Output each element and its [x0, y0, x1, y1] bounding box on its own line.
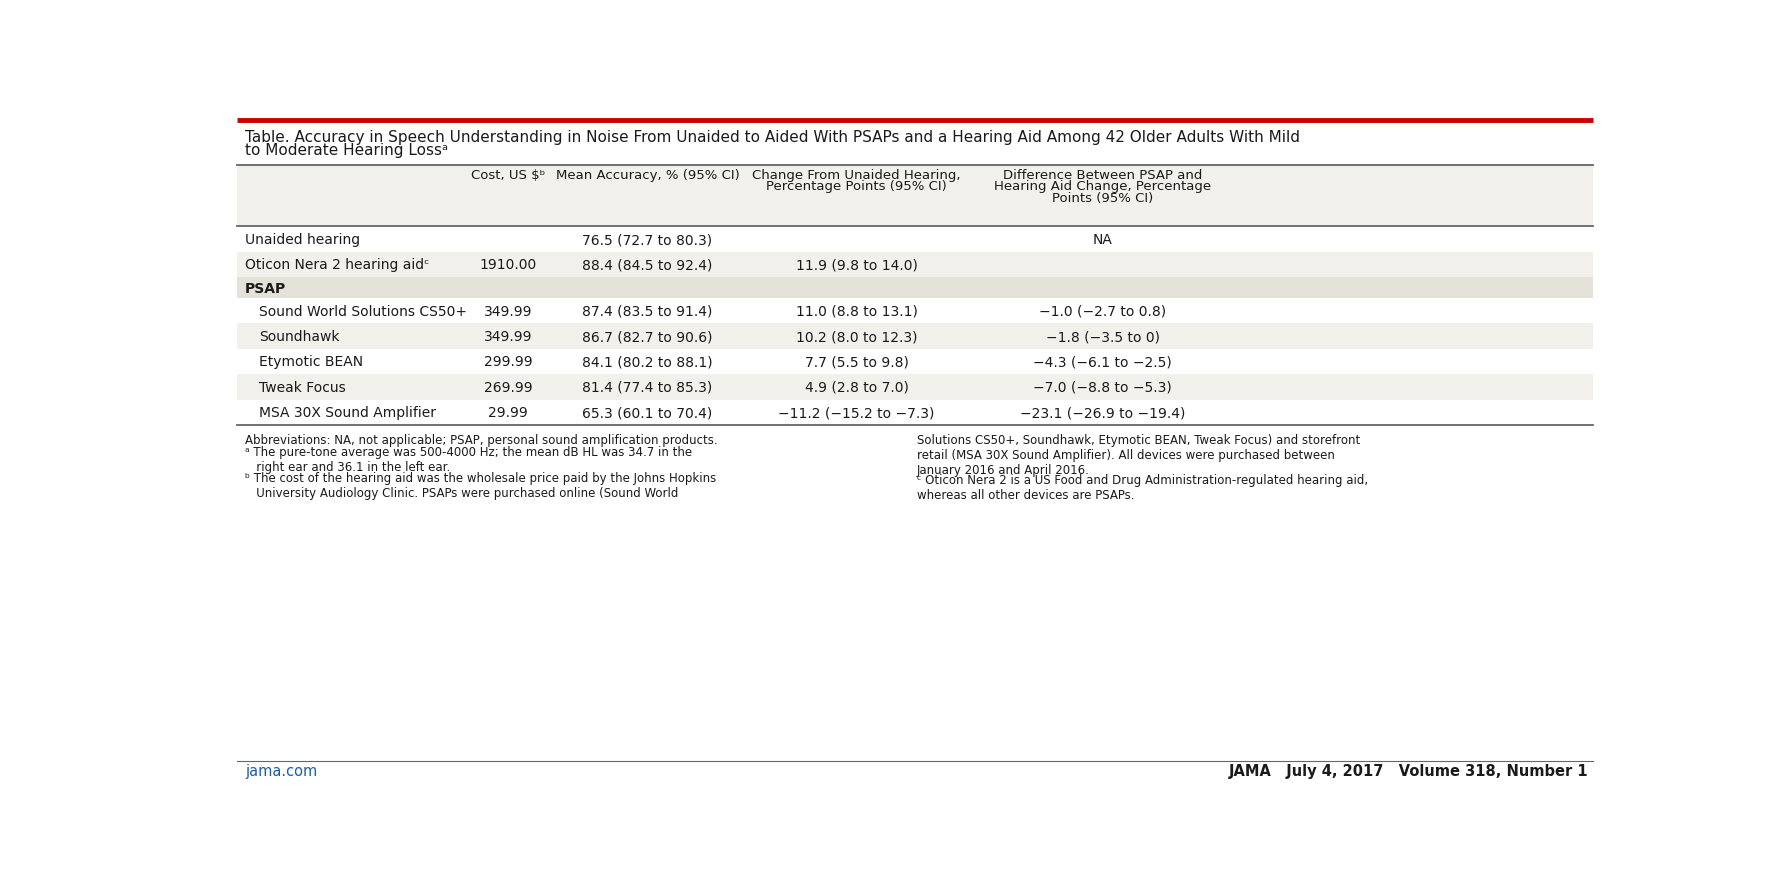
Text: 88.4 (84.5 to 92.4): 88.4 (84.5 to 92.4)	[582, 258, 712, 272]
Text: ᵇ The cost of the hearing aid was the wholesale price paid by the Johns Hopkins
: ᵇ The cost of the hearing aid was the wh…	[245, 471, 716, 500]
FancyBboxPatch shape	[237, 278, 1592, 299]
Text: 65.3 (60.1 to 70.4): 65.3 (60.1 to 70.4)	[582, 406, 712, 420]
Text: −11.2 (−15.2 to −7.3): −11.2 (−15.2 to −7.3)	[778, 406, 935, 420]
Text: Change From Unaided Hearing,: Change From Unaided Hearing,	[753, 168, 960, 182]
Text: MSA 30X Sound Amplifier: MSA 30X Sound Amplifier	[259, 406, 436, 420]
Text: Sound World Solutions CS50+: Sound World Solutions CS50+	[259, 304, 466, 318]
Text: 29.99: 29.99	[489, 406, 528, 420]
Text: 86.7 (82.7 to 90.6): 86.7 (82.7 to 90.6)	[582, 330, 712, 344]
Text: jama.com: jama.com	[245, 764, 318, 778]
Text: Difference Between PSAP and: Difference Between PSAP and	[1003, 168, 1203, 182]
Text: 11.0 (8.8 to 13.1): 11.0 (8.8 to 13.1)	[796, 304, 917, 318]
Text: Table. Accuracy in Speech Understanding in Noise From Unaided to Aided With PSAP: Table. Accuracy in Speech Understanding …	[245, 130, 1299, 145]
Text: −1.8 (−3.5 to 0): −1.8 (−3.5 to 0)	[1046, 330, 1160, 344]
Text: −7.0 (−8.8 to −5.3): −7.0 (−8.8 to −5.3)	[1034, 380, 1173, 394]
Text: Hearing Aid Change, Percentage: Hearing Aid Change, Percentage	[994, 180, 1212, 193]
Text: 269.99: 269.99	[484, 380, 532, 394]
Text: 84.1 (80.2 to 88.1): 84.1 (80.2 to 88.1)	[582, 355, 712, 369]
Text: −4.3 (−6.1 to −2.5): −4.3 (−6.1 to −2.5)	[1034, 355, 1173, 369]
Text: to Moderate Hearing Lossᵃ: to Moderate Hearing Lossᵃ	[245, 143, 448, 158]
FancyBboxPatch shape	[237, 253, 1592, 278]
Text: 349.99: 349.99	[484, 304, 532, 318]
Text: 7.7 (5.5 to 9.8): 7.7 (5.5 to 9.8)	[805, 355, 909, 369]
FancyBboxPatch shape	[237, 166, 1592, 425]
Text: −23.1 (−26.9 to −19.4): −23.1 (−26.9 to −19.4)	[1019, 406, 1185, 420]
Text: ᶜ Oticon Nera 2 is a US Food and Drug Administration-regulated hearing aid,
wher: ᶜ Oticon Nera 2 is a US Food and Drug Ad…	[917, 473, 1367, 501]
Text: Tweak Focus: Tweak Focus	[259, 380, 346, 394]
Text: Mean Accuracy, % (95% CI): Mean Accuracy, % (95% CI)	[555, 168, 739, 182]
Text: Etymotic BEAN: Etymotic BEAN	[259, 355, 362, 369]
Text: 10.2 (8.0 to 12.3): 10.2 (8.0 to 12.3)	[796, 330, 917, 344]
Text: Oticon Nera 2 hearing aidᶜ: Oticon Nera 2 hearing aidᶜ	[245, 258, 428, 272]
Text: −1.0 (−2.7 to 0.8): −1.0 (−2.7 to 0.8)	[1039, 304, 1166, 318]
FancyBboxPatch shape	[237, 349, 1592, 375]
Text: PSAP: PSAP	[245, 281, 286, 295]
Text: 1910.00: 1910.00	[480, 258, 537, 272]
Text: 349.99: 349.99	[484, 330, 532, 344]
Text: Cost, US $ᵇ: Cost, US $ᵇ	[471, 168, 546, 182]
Text: 4.9 (2.8 to 7.0): 4.9 (2.8 to 7.0)	[805, 380, 909, 394]
FancyBboxPatch shape	[237, 400, 1592, 425]
Text: NA: NA	[1092, 233, 1112, 247]
Text: Percentage Points (95% CI): Percentage Points (95% CI)	[766, 180, 948, 193]
FancyBboxPatch shape	[237, 324, 1592, 349]
Text: 87.4 (83.5 to 91.4): 87.4 (83.5 to 91.4)	[582, 304, 712, 318]
Text: Points (95% CI): Points (95% CI)	[1051, 191, 1153, 205]
FancyBboxPatch shape	[237, 299, 1592, 324]
Text: 76.5 (72.7 to 80.3): 76.5 (72.7 to 80.3)	[582, 233, 712, 247]
FancyBboxPatch shape	[237, 375, 1592, 400]
Text: JAMA   July 4, 2017   Volume 318, Number 1: JAMA July 4, 2017 Volume 318, Number 1	[1230, 764, 1589, 778]
FancyBboxPatch shape	[237, 227, 1592, 253]
Text: Unaided hearing: Unaided hearing	[245, 233, 361, 247]
Text: Abbreviations: NA, not applicable; PSAP, personal sound amplification products.: Abbreviations: NA, not applicable; PSAP,…	[245, 433, 718, 447]
Text: Soundhawk: Soundhawk	[259, 330, 339, 344]
Text: 81.4 (77.4 to 85.3): 81.4 (77.4 to 85.3)	[582, 380, 712, 394]
Text: ᵃ The pure-tone average was 500-4000 Hz; the mean dB HL was 34.7 in the
   right: ᵃ The pure-tone average was 500-4000 Hz;…	[245, 446, 693, 473]
Text: 299.99: 299.99	[484, 355, 532, 369]
Text: 11.9 (9.8 to 14.0): 11.9 (9.8 to 14.0)	[796, 258, 917, 272]
Text: Solutions CS50+, Soundhawk, Etymotic BEAN, Tweak Focus) and storefront
retail (M: Solutions CS50+, Soundhawk, Etymotic BEA…	[917, 433, 1360, 476]
